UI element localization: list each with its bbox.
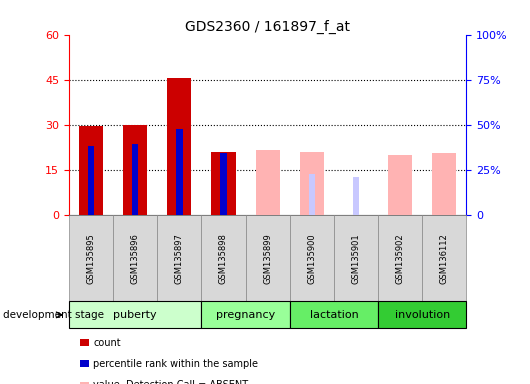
Text: GSM136112: GSM136112: [440, 233, 449, 284]
Bar: [432, 153, 456, 215]
Bar: [308, 174, 315, 215]
Text: value, Detection Call = ABSENT: value, Detection Call = ABSENT: [93, 380, 249, 384]
Bar: [176, 129, 183, 215]
Text: GSM135895: GSM135895: [86, 233, 95, 284]
Bar: [167, 78, 191, 215]
Title: GDS2360 / 161897_f_at: GDS2360 / 161897_f_at: [185, 20, 350, 33]
Bar: [79, 126, 103, 215]
Bar: [220, 153, 227, 215]
Text: pregnancy: pregnancy: [216, 310, 275, 320]
Text: GSM135896: GSM135896: [131, 233, 139, 284]
Text: involution: involution: [395, 310, 450, 320]
Text: puberty: puberty: [113, 310, 157, 320]
Text: percentile rank within the sample: percentile rank within the sample: [93, 359, 258, 369]
Text: lactation: lactation: [310, 310, 358, 320]
Bar: [211, 152, 236, 215]
Bar: [255, 151, 280, 215]
Text: GSM135900: GSM135900: [307, 233, 316, 283]
Text: GSM135902: GSM135902: [396, 233, 404, 283]
Text: GSM135899: GSM135899: [263, 233, 272, 284]
Text: GSM135901: GSM135901: [351, 233, 360, 283]
Text: count: count: [93, 338, 121, 348]
Bar: [87, 146, 94, 215]
Bar: [388, 155, 412, 215]
Bar: [132, 144, 138, 215]
Text: GSM135898: GSM135898: [219, 233, 228, 284]
Bar: [123, 125, 147, 215]
Text: development stage: development stage: [3, 310, 104, 320]
Bar: [299, 152, 324, 215]
Bar: [352, 177, 359, 215]
Text: GSM135897: GSM135897: [175, 233, 184, 284]
